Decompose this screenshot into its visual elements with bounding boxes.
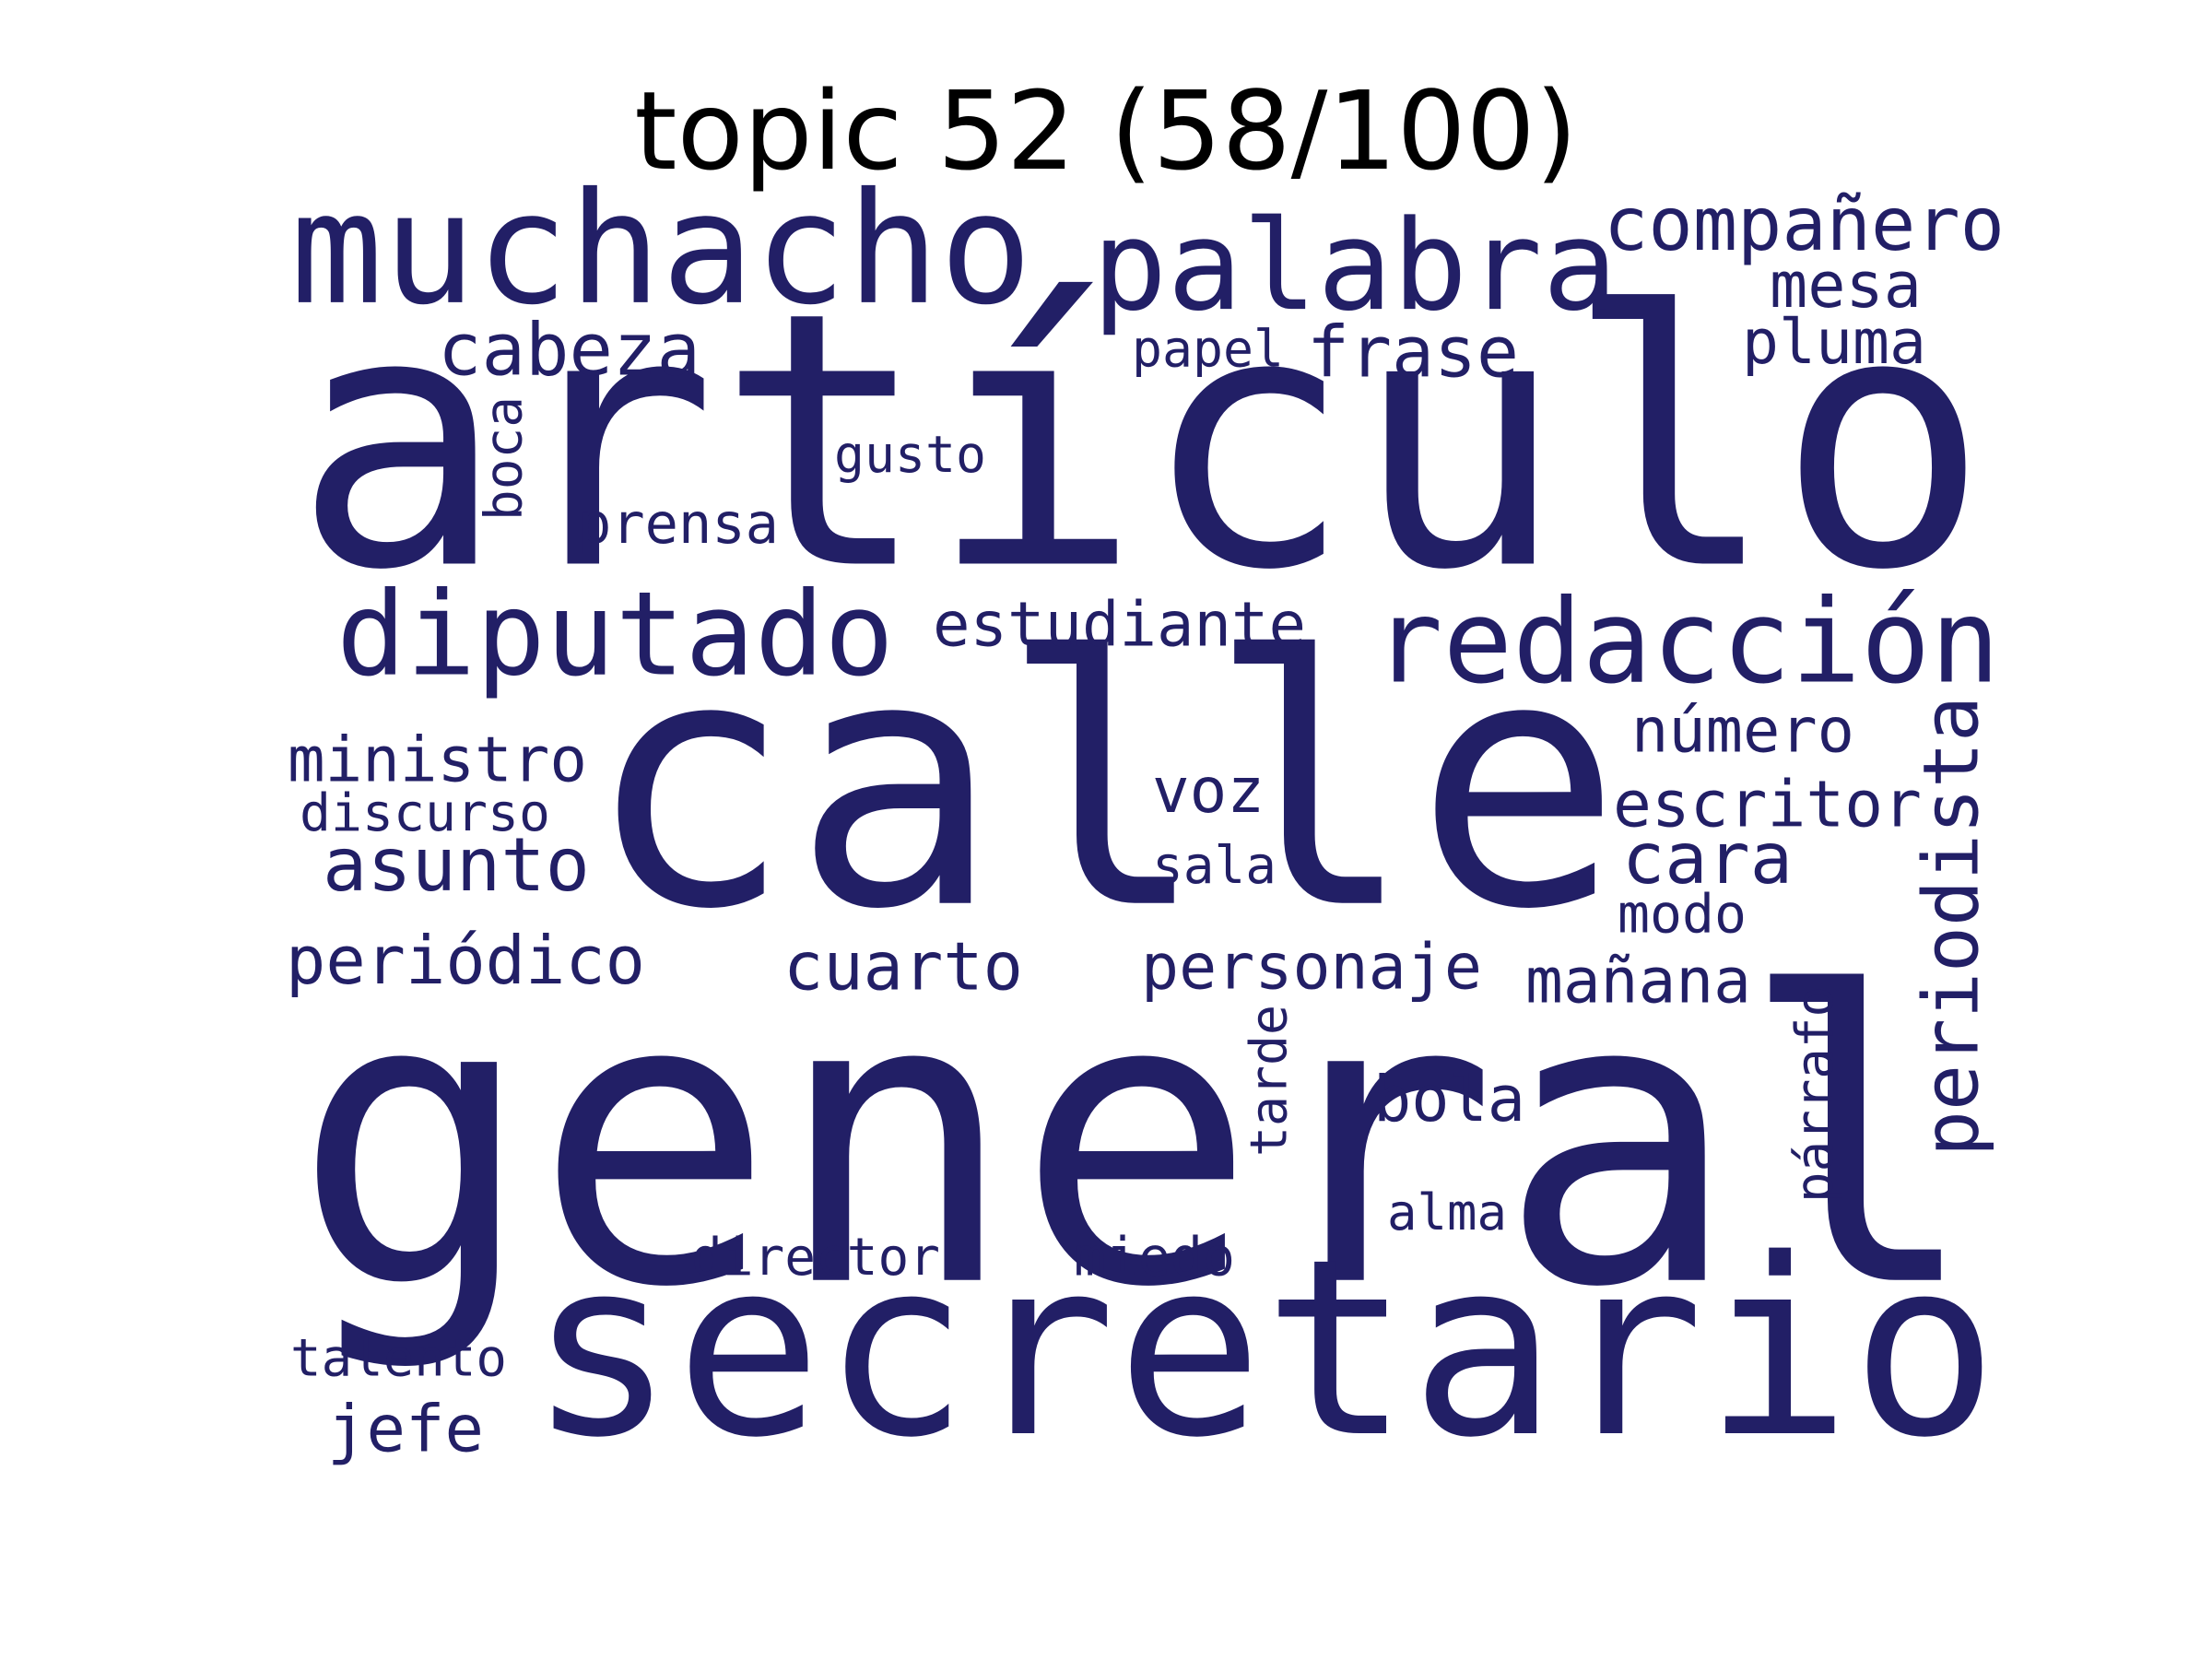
word-talento: talento [290,1329,507,1389]
word-manana: mañana [1525,945,1751,1018]
word-miedo: miedo [1074,1226,1235,1288]
word-bola: bola [1373,1063,1525,1136]
word-discurso: discurso [300,783,550,843]
word-frase: frase [1307,312,1519,394]
word-papel: papel [1132,320,1284,379]
word-mesa: mesa [1770,249,1922,323]
word-diputado: diputado [336,567,894,702]
word-parrafo: párrafo [1785,986,1845,1203]
word-muchacho: muchacho [290,160,1032,339]
word-articulo: artículo [293,237,1989,647]
word-boca: boca [475,396,535,521]
word-prensa: prensa [578,492,779,557]
word-numero: número [1631,695,1854,767]
word-redaccion: redacción [1373,575,2000,710]
word-calle: calle [585,584,1622,985]
word-periodico: periódico [286,922,645,999]
word-modo: modo [1618,883,1747,946]
word-alma: alma [1387,1183,1507,1241]
word-asunto: asunto [323,821,590,908]
word-cuarto: cuarto [783,928,1023,1006]
word-general: general [293,910,1980,1375]
word-secretario: secretario [528,1207,1998,1491]
word-jefe: jefe [327,1391,484,1467]
word-gusto: gusto [834,425,986,484]
word-cabeza: cabeza [438,307,700,392]
word-ministro: ministro [288,724,587,796]
word-cara: cara [1622,818,1793,900]
word-estudiante: estudiante [933,589,1306,661]
chart-title: topic 52 (58/100) [634,67,1578,194]
word-director: director [691,1228,940,1288]
word-escritor: escritor [1613,768,1922,842]
word-pluma: pluma [1742,306,1926,378]
word-voz: voz [1152,754,1265,827]
word-periodista: periodista [1906,696,1995,1157]
word-palabra: palabra [1092,193,1618,338]
word-tarde: tarde [1240,1005,1299,1157]
word-companero: compañero [1604,181,2005,267]
word-personaje: personaje [1141,932,1482,1005]
word-sala: sala [1152,836,1277,896]
